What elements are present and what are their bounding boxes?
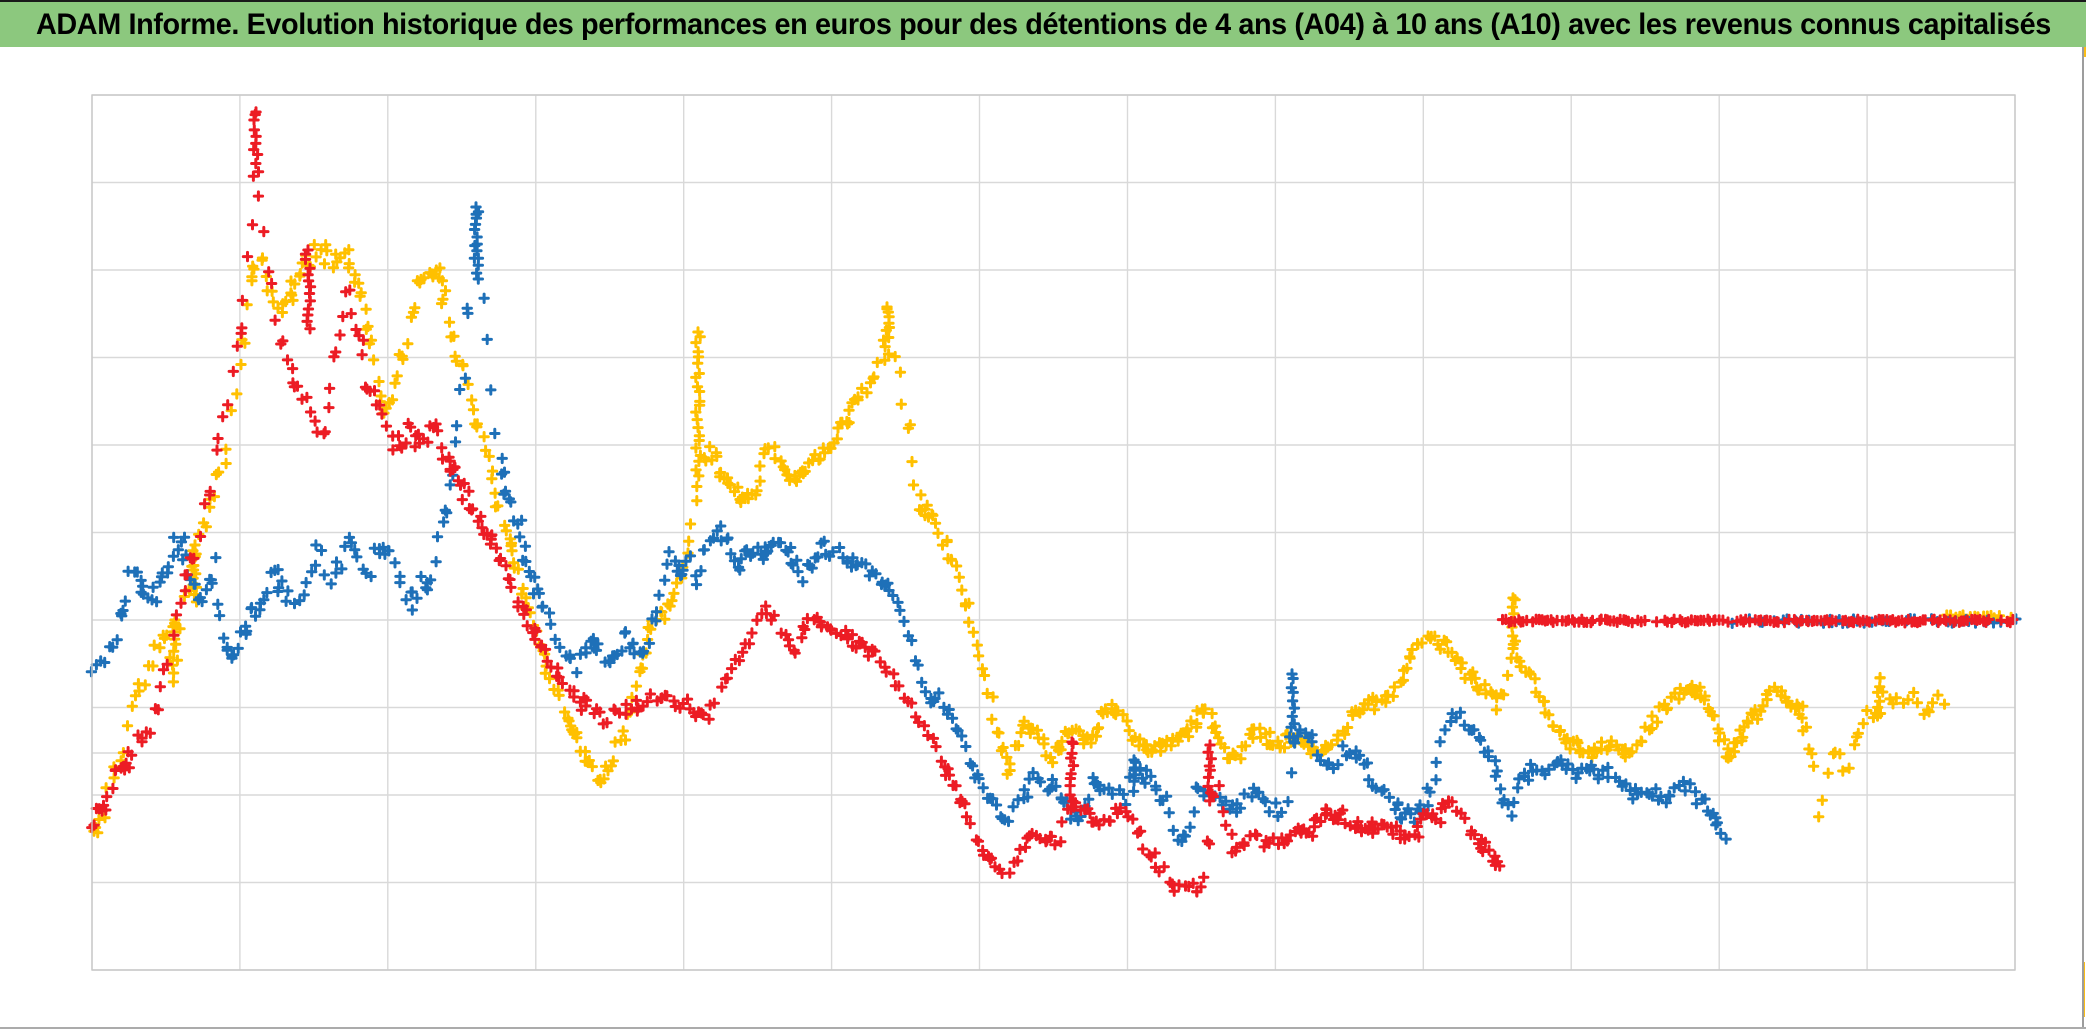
series-yellow bbox=[88, 238, 2017, 839]
plot-area bbox=[0, 47, 2082, 1027]
plot-border bbox=[91, 94, 2016, 971]
chart-canvas[interactable] bbox=[0, 47, 2082, 1027]
page-frame-bottom-line bbox=[0, 1027, 2086, 1029]
page-frame-right-line bbox=[2082, 47, 2084, 1029]
scatter-chart[interactable] bbox=[0, 47, 2082, 1027]
data-series-group bbox=[85, 94, 2022, 971]
title-bar: ADAM Informe. Evolution historique des p… bbox=[0, 0, 2086, 47]
page-title: ADAM Informe. Evolution historique des p… bbox=[35, 7, 2051, 41]
